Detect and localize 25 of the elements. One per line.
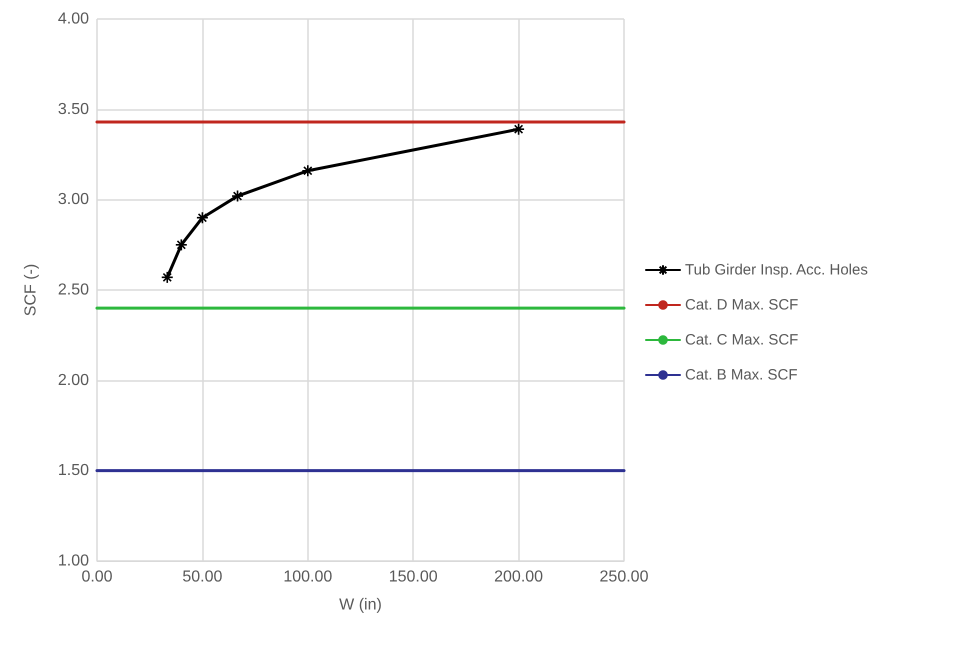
y-tick-label: 4.00 — [58, 10, 90, 28]
x-tick-label: 50.00 — [182, 568, 223, 586]
y-tick-label: 2.00 — [58, 372, 90, 389]
x-tick-label: 0.00 — [81, 568, 113, 586]
y-tick-label: 3.50 — [58, 100, 90, 118]
x-tick-label: 250.00 — [600, 568, 649, 586]
y-tick-label: 3.00 — [58, 191, 90, 208]
point — [175, 238, 188, 252]
y-tick-label: 1.00 — [58, 552, 90, 570]
x-tick-label: 100.00 — [283, 568, 332, 586]
point — [196, 211, 209, 224]
x-tick-label: 150.00 — [388, 568, 438, 586]
point — [160, 271, 174, 284]
legend-label: Cat. C Max. SCF — [685, 332, 798, 348]
y-tick-label: 2.50 — [58, 282, 90, 298]
point — [231, 190, 244, 202]
legend-label: Cat. B Max. SCF — [685, 366, 798, 384]
y-tick-label: 1.50 — [58, 462, 90, 480]
point — [302, 164, 314, 178]
legend-label: Tub Girder Insp. Acc. Holes — [685, 262, 868, 278]
legend-label: Cat. D Max. SCF — [685, 296, 798, 314]
x-axis-title: W (in) — [339, 596, 382, 614]
point — [512, 122, 525, 136]
y-axis-title: SCF (-) — [22, 264, 40, 316]
x-tick-label: 200.00 — [494, 568, 544, 586]
